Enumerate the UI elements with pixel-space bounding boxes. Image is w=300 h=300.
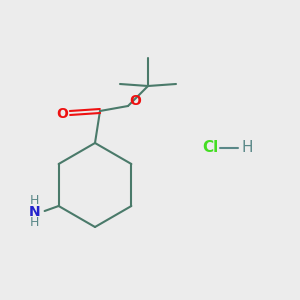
Text: H: H — [241, 140, 253, 155]
Text: N: N — [29, 205, 40, 219]
Text: H: H — [30, 217, 39, 230]
Text: O: O — [129, 94, 141, 108]
Text: Cl: Cl — [202, 140, 218, 155]
Text: O: O — [56, 107, 68, 121]
Text: H: H — [30, 194, 39, 208]
